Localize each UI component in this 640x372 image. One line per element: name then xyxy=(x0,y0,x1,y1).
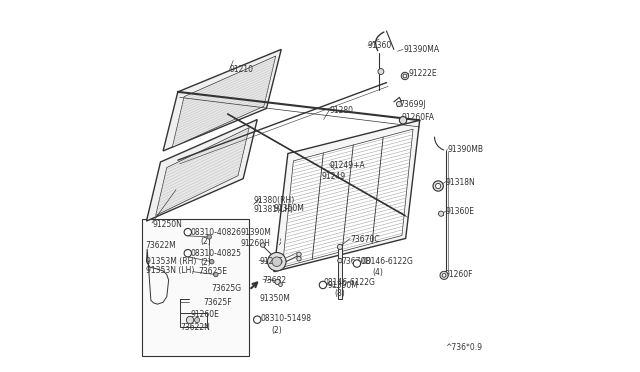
Text: 73625F: 73625F xyxy=(204,298,232,307)
Text: 91318N: 91318N xyxy=(445,178,476,187)
Circle shape xyxy=(210,260,214,264)
Text: 91295: 91295 xyxy=(259,257,284,266)
Text: 91360: 91360 xyxy=(368,41,392,50)
Text: 91210: 91210 xyxy=(230,65,253,74)
Circle shape xyxy=(278,283,282,286)
Text: 91360E: 91360E xyxy=(445,207,474,217)
Text: 91390M: 91390M xyxy=(328,281,358,290)
Circle shape xyxy=(253,316,261,323)
Text: 73699J: 73699J xyxy=(399,100,426,109)
Text: 73622N: 73622N xyxy=(180,323,211,331)
Text: 91260F: 91260F xyxy=(445,270,474,279)
Text: 91390MA: 91390MA xyxy=(403,45,439,54)
Circle shape xyxy=(184,228,191,236)
Text: ^736*0.9: ^736*0.9 xyxy=(445,343,482,352)
Text: (2): (2) xyxy=(271,326,282,335)
Text: 08146-6122G: 08146-6122G xyxy=(362,257,413,266)
Text: 91390MB: 91390MB xyxy=(447,145,483,154)
Text: 91353M (RH): 91353M (RH) xyxy=(146,257,196,266)
Circle shape xyxy=(438,211,444,216)
Circle shape xyxy=(319,281,326,289)
Text: 91280: 91280 xyxy=(329,106,353,115)
Circle shape xyxy=(297,257,301,261)
Text: S: S xyxy=(255,317,259,322)
Circle shape xyxy=(297,252,301,257)
Circle shape xyxy=(195,317,200,323)
Circle shape xyxy=(260,243,265,247)
Text: 08310-51498: 08310-51498 xyxy=(261,314,312,323)
Text: 91350M: 91350M xyxy=(274,203,305,213)
Polygon shape xyxy=(156,128,249,215)
Text: (2): (2) xyxy=(200,237,211,246)
Text: 73670C: 73670C xyxy=(350,235,380,244)
Circle shape xyxy=(399,116,407,124)
Circle shape xyxy=(207,235,211,239)
Text: S: S xyxy=(186,251,189,256)
Circle shape xyxy=(401,72,408,80)
Text: 91353N (LH): 91353N (LH) xyxy=(146,266,194,275)
Text: 91260H: 91260H xyxy=(241,239,271,248)
Text: 91381(LH): 91381(LH) xyxy=(253,205,294,215)
Text: 73682: 73682 xyxy=(263,276,287,285)
Text: 73622M: 73622M xyxy=(146,241,177,250)
Text: 08310-40825: 08310-40825 xyxy=(190,249,241,258)
Text: B: B xyxy=(321,282,324,288)
Circle shape xyxy=(184,250,191,257)
Bar xyxy=(142,219,249,356)
Circle shape xyxy=(440,271,448,279)
Circle shape xyxy=(433,181,444,191)
Circle shape xyxy=(214,272,218,277)
Circle shape xyxy=(442,273,446,277)
Polygon shape xyxy=(274,120,420,272)
Text: 91249+A: 91249+A xyxy=(329,161,365,170)
Circle shape xyxy=(337,244,342,250)
Bar xyxy=(180,313,207,327)
Text: B: B xyxy=(355,261,359,266)
Polygon shape xyxy=(163,49,281,151)
Text: 91260FA: 91260FA xyxy=(401,113,434,122)
Text: (2): (2) xyxy=(200,258,211,267)
Text: (8): (8) xyxy=(334,289,345,298)
Text: 91222E: 91222E xyxy=(408,69,437,78)
Text: 08310-40826: 08310-40826 xyxy=(190,228,241,237)
Circle shape xyxy=(403,74,407,78)
Bar xyxy=(338,245,342,299)
Text: (4): (4) xyxy=(372,267,383,276)
Text: 91260E: 91260E xyxy=(190,310,219,319)
Circle shape xyxy=(353,260,360,267)
Circle shape xyxy=(396,102,401,107)
Text: 91350M: 91350M xyxy=(259,294,290,303)
Text: 91380(RH): 91380(RH) xyxy=(253,196,295,205)
Polygon shape xyxy=(172,56,276,147)
Circle shape xyxy=(272,257,282,266)
Text: 91249: 91249 xyxy=(322,172,346,181)
Text: 73625G: 73625G xyxy=(211,284,241,293)
Circle shape xyxy=(338,259,342,263)
Circle shape xyxy=(275,279,280,285)
Text: 73670D: 73670D xyxy=(341,257,372,266)
Text: S: S xyxy=(186,230,189,235)
Circle shape xyxy=(186,316,194,324)
Circle shape xyxy=(378,68,384,74)
Polygon shape xyxy=(147,119,257,221)
Circle shape xyxy=(268,253,286,271)
Text: 91250N: 91250N xyxy=(152,220,182,229)
Circle shape xyxy=(436,183,441,189)
Text: 73625E: 73625E xyxy=(198,267,227,276)
Polygon shape xyxy=(282,129,413,267)
Text: 91390M: 91390M xyxy=(241,228,271,237)
Text: 08146-6122G: 08146-6122G xyxy=(324,278,376,287)
